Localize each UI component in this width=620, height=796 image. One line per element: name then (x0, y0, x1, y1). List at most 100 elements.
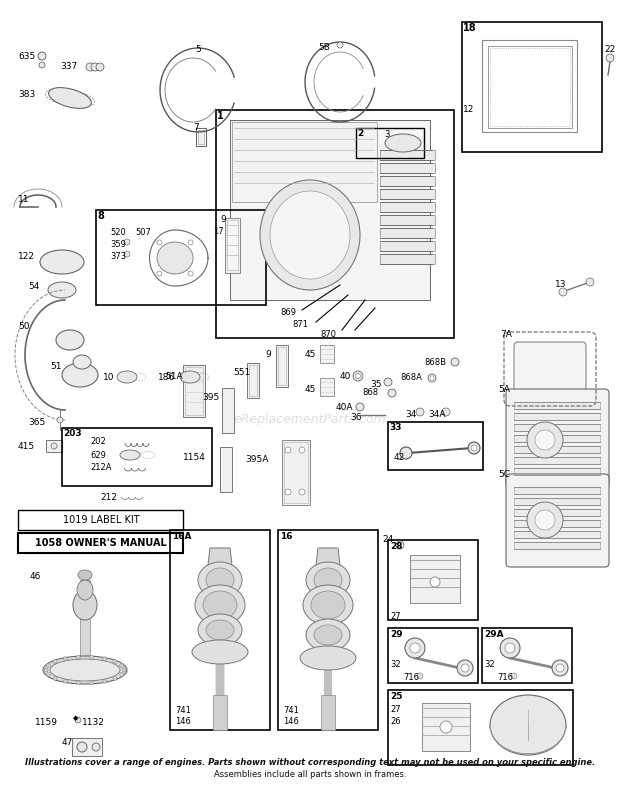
Circle shape (384, 378, 392, 386)
Text: 27: 27 (390, 612, 401, 621)
Circle shape (90, 655, 94, 659)
Ellipse shape (73, 355, 91, 369)
Ellipse shape (180, 371, 200, 383)
Circle shape (86, 63, 94, 71)
Bar (462, 22, 602, 152)
Circle shape (353, 371, 363, 381)
Ellipse shape (300, 646, 356, 670)
Text: 1058 OWNER'S MANUAL: 1058 OWNER'S MANUAL (35, 538, 167, 548)
Text: 741: 741 (175, 706, 191, 715)
Text: 5C: 5C (498, 470, 510, 479)
Text: 716: 716 (403, 673, 419, 682)
Circle shape (53, 677, 57, 681)
Circle shape (451, 358, 459, 366)
Ellipse shape (260, 180, 360, 290)
Circle shape (527, 422, 563, 458)
Bar (230, 120, 430, 300)
Bar (320, 378, 334, 396)
Circle shape (113, 660, 117, 664)
Circle shape (299, 489, 305, 495)
Text: 212: 212 (100, 493, 117, 502)
Text: 40A: 40A (336, 403, 353, 412)
Text: Illustrations cover a range of engines. Parts shown without corresponding text m: Illustrations cover a range of engines. … (25, 758, 595, 767)
Text: 22: 22 (604, 45, 615, 54)
Bar (514, 446, 600, 453)
Text: 5B: 5B (318, 43, 330, 52)
Bar (282, 440, 310, 505)
Ellipse shape (306, 562, 350, 598)
Bar (220, 447, 232, 492)
Ellipse shape (43, 656, 127, 684)
Text: 12: 12 (463, 105, 474, 114)
Text: 33: 33 (389, 423, 402, 432)
Ellipse shape (198, 562, 242, 598)
Bar (278, 347, 286, 385)
Circle shape (606, 54, 614, 62)
Circle shape (417, 673, 423, 679)
Text: 35: 35 (370, 380, 381, 389)
Bar (198, 130, 204, 144)
Ellipse shape (206, 568, 234, 592)
Ellipse shape (206, 620, 234, 640)
Bar (46, 440, 62, 452)
Bar (72, 738, 102, 756)
Text: 3: 3 (384, 130, 389, 139)
Text: 520: 520 (110, 228, 126, 237)
Circle shape (400, 447, 412, 459)
Text: 868A: 868A (400, 373, 422, 382)
Circle shape (559, 288, 567, 296)
Text: 17: 17 (213, 227, 224, 236)
Bar (380, 163, 435, 173)
Text: 1: 1 (217, 111, 224, 121)
Bar (514, 509, 600, 516)
Bar (213, 695, 227, 730)
Bar (514, 487, 600, 494)
Text: 203: 203 (63, 429, 82, 438)
Ellipse shape (303, 585, 353, 625)
Bar (380, 189, 435, 199)
Bar (380, 254, 435, 264)
Circle shape (285, 447, 291, 453)
Circle shape (76, 655, 80, 659)
Ellipse shape (198, 614, 242, 646)
Bar (185, 367, 203, 415)
Bar (514, 413, 600, 420)
Bar (216, 110, 454, 338)
Bar (422, 703, 470, 751)
Bar (247, 363, 259, 398)
Text: 45: 45 (305, 350, 316, 359)
Circle shape (122, 668, 126, 672)
Circle shape (91, 63, 99, 71)
Text: 26: 26 (390, 717, 401, 726)
Circle shape (57, 417, 63, 423)
Text: 1159: 1159 (35, 718, 58, 727)
Text: 8: 8 (97, 211, 104, 221)
Bar (514, 498, 600, 505)
Bar (380, 228, 435, 238)
Circle shape (552, 660, 568, 676)
Circle shape (46, 673, 50, 677)
Circle shape (102, 679, 107, 683)
Text: 2: 2 (357, 129, 363, 138)
Circle shape (461, 664, 469, 672)
Ellipse shape (490, 695, 566, 755)
Bar (514, 520, 600, 527)
Circle shape (388, 389, 396, 397)
Bar (227, 220, 238, 270)
Bar (321, 695, 335, 730)
Circle shape (113, 677, 117, 681)
Polygon shape (208, 548, 232, 565)
Circle shape (457, 660, 473, 676)
Bar (62, 428, 212, 486)
Ellipse shape (314, 568, 342, 592)
Ellipse shape (62, 363, 98, 387)
Circle shape (120, 664, 123, 668)
Text: 5: 5 (195, 45, 201, 54)
Text: 9: 9 (220, 215, 226, 224)
Circle shape (90, 681, 94, 685)
Text: 395A: 395A (245, 455, 268, 464)
Bar (514, 424, 600, 431)
Circle shape (285, 489, 291, 495)
Text: 373: 373 (110, 252, 126, 261)
Text: 551: 551 (233, 368, 250, 377)
